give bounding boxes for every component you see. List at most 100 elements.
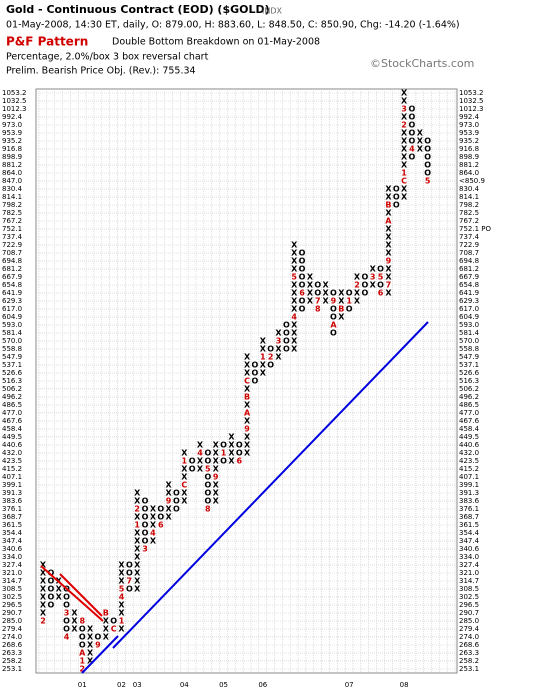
month-marker: 6	[158, 520, 164, 529]
x-box: X	[385, 249, 392, 258]
o-box: O	[47, 568, 54, 577]
x-tick-label: 02	[117, 681, 126, 689]
y-tick-label: 708.7	[459, 249, 479, 257]
x-box: X	[134, 561, 141, 570]
o-box: O	[393, 193, 400, 202]
y-tick-label: 526.6	[459, 369, 480, 377]
x-box: X	[150, 504, 157, 513]
x-tick-label: 05	[219, 681, 228, 689]
month-marker: 4	[119, 592, 125, 601]
y-tick-label: 1032.5	[459, 97, 484, 105]
y-tick-label: 654.8	[2, 281, 22, 289]
x-box: X	[385, 289, 392, 298]
o-box: O	[47, 585, 54, 594]
y-tick-label: 354.4	[459, 529, 480, 537]
x-box: X	[213, 441, 220, 450]
x-box: X	[150, 537, 157, 546]
y-tick-label: 570.0	[2, 337, 22, 345]
o-box: O	[299, 249, 306, 258]
x-box: X	[87, 649, 94, 658]
o-box: O	[142, 513, 149, 522]
month-marker: A	[330, 321, 337, 330]
x-box: X	[417, 129, 424, 138]
y-tick-label: 694.8	[459, 257, 479, 265]
y-tick-label: 593.0	[2, 321, 22, 329]
x-box: X	[134, 537, 141, 546]
o-box: O	[424, 161, 431, 170]
x-box: X	[307, 280, 314, 289]
y-tick-label: 935.2	[2, 137, 22, 145]
y-tick-label: 290.7	[459, 609, 479, 617]
month-marker: B	[385, 200, 391, 209]
o-box: O	[267, 345, 274, 354]
y-tick-label: 415.2	[459, 465, 479, 473]
y-tick-label: 558.8	[459, 345, 479, 353]
y-tick-label: 285.0	[2, 617, 22, 625]
x-box: X	[228, 441, 235, 450]
y-tick-label: 1012.3	[459, 105, 484, 113]
y-tick-label: 258.2	[459, 657, 479, 665]
x-box: X	[197, 441, 204, 450]
x-tick-label: 08	[400, 681, 409, 689]
x-box: X	[354, 297, 361, 306]
x-box: X	[40, 609, 47, 618]
y-tick-label: 258.2	[2, 657, 22, 665]
x-box: X	[228, 449, 235, 458]
y-tick-label: 526.6	[2, 369, 23, 377]
x-box: X	[181, 497, 188, 506]
x-box: X	[291, 257, 298, 266]
o-box: O	[393, 200, 400, 209]
x-box: X	[291, 305, 298, 314]
x-box: X	[244, 384, 251, 393]
x-box: X	[166, 513, 173, 522]
y-tick-label: 1053.2	[2, 89, 27, 97]
y-tick-label: 347.4	[459, 537, 480, 545]
x-box: X	[56, 592, 63, 601]
o-box: O	[189, 465, 196, 474]
y-tick-label: 782.5	[2, 209, 22, 217]
x-box: X	[118, 609, 125, 618]
o-box: O	[314, 289, 321, 298]
x-box: X	[134, 513, 141, 522]
month-marker: 5	[291, 272, 297, 281]
month-marker: 8	[315, 305, 321, 314]
y-tick-label: 440.6	[2, 441, 23, 449]
month-marker: C	[401, 177, 407, 186]
month-marker: 6	[299, 289, 305, 298]
y-tick-label: 449.5	[2, 433, 22, 441]
o-box: O	[346, 289, 353, 298]
y-tick-label: 881.2	[459, 161, 479, 169]
o-box: O	[47, 576, 54, 585]
y-tick-label: 423.5	[2, 457, 22, 465]
x-box: X	[244, 441, 251, 450]
x-box: X	[103, 617, 110, 626]
y-tick-label: 321.0	[459, 569, 479, 577]
y-tick-label: 722.9	[459, 241, 479, 249]
x-tick-label: 01	[78, 681, 87, 689]
month-marker: 3	[64, 609, 70, 618]
x-box: X	[244, 417, 251, 426]
month-marker: 7	[315, 297, 321, 306]
y-tick-label: 782.5	[459, 209, 479, 217]
o-box: O	[157, 504, 164, 513]
month-marker: 9	[244, 425, 250, 434]
o-box: O	[409, 152, 416, 161]
o-box: O	[220, 441, 227, 450]
x-box: X	[417, 137, 424, 146]
o-box: O	[377, 265, 384, 274]
month-marker: 9	[95, 640, 101, 649]
o-box: O	[424, 152, 431, 161]
o-box: O	[299, 265, 306, 274]
month-marker: 5	[425, 177, 431, 186]
y-tick-label: 973.0	[459, 121, 479, 129]
o-box: O	[424, 145, 431, 154]
o-box: O	[330, 313, 337, 322]
y-tick-label: 391.3	[459, 489, 479, 497]
o-box: O	[424, 137, 431, 146]
x-box: X	[417, 145, 424, 154]
x-box: X	[71, 617, 78, 626]
y-tick-label: 935.2	[459, 137, 479, 145]
o-box: O	[79, 632, 86, 641]
x-box: X	[87, 656, 94, 665]
